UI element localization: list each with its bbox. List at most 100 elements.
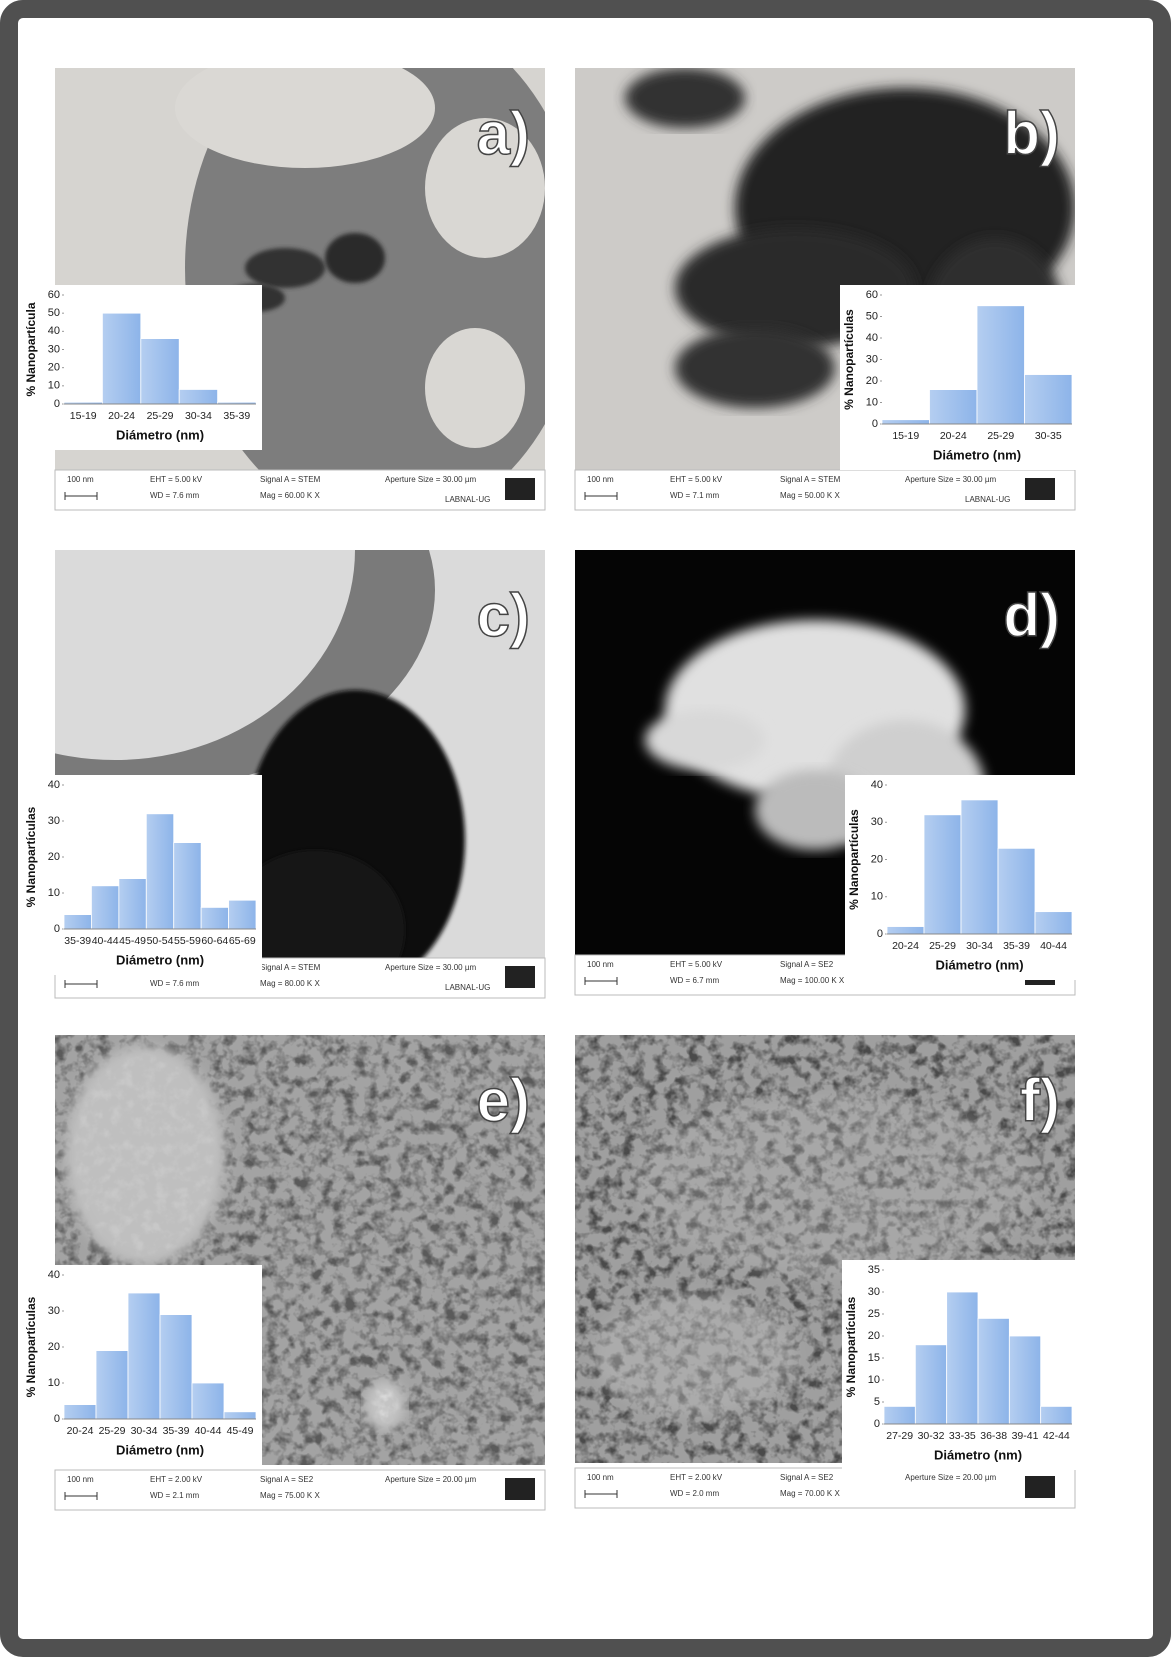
bar-shade: [1025, 375, 1073, 424]
x-tick-label: 25-29: [99, 1425, 126, 1437]
y-tick-label: 10: [48, 1377, 60, 1389]
y-tick-label: 0: [54, 923, 60, 935]
x-tick-label: 15-19: [70, 410, 97, 422]
bar-shade: [64, 1405, 96, 1419]
micrograph-feature: [625, 68, 745, 128]
page: {"chart_data": [ {"type": "bar", "title"…: [0, 0, 1171, 1662]
x-tick-label: 20-24: [67, 1425, 94, 1437]
y-tick-label: 10: [48, 380, 60, 392]
info-text: 100 nm: [587, 960, 614, 969]
info-text: WD = 2.0 mm: [670, 1489, 719, 1498]
bar-shade: [141, 339, 179, 404]
y-tick-label: 0: [54, 398, 60, 410]
micrograph-feature: [675, 328, 835, 408]
y-axis-label: % Nanopartículas: [844, 1296, 858, 1397]
y-tick-label: 5: [874, 1396, 880, 1408]
info-text: 100 nm: [587, 475, 614, 484]
info-text: Aperture Size = 20.00 µm: [905, 1473, 996, 1482]
info-text: WD = 7.6 mm: [150, 491, 199, 500]
x-tick-label: 30-34: [185, 410, 212, 422]
info-text: EHT = 2.00 kV: [150, 1475, 203, 1484]
x-tick-label: 35-39: [64, 935, 91, 947]
y-tick-label: 10: [868, 1374, 880, 1386]
bar-shade: [1035, 912, 1072, 934]
y-tick-label: 0: [874, 1418, 880, 1430]
x-tick-label: 30-35: [1035, 430, 1062, 442]
x-tick-label: 25-29: [987, 430, 1014, 442]
x-tick-label: 35-39: [223, 410, 250, 422]
bar-shade: [915, 1345, 946, 1424]
info-text: Signal A = SE2: [780, 1473, 834, 1482]
y-axis-label: % Nanopartículas: [847, 809, 861, 910]
y-axis-label: % Nanopartículas: [24, 1296, 38, 1397]
info-text: Signal A = SE2: [780, 960, 834, 969]
info-text: WD = 2.1 mm: [150, 1491, 199, 1500]
y-axis-label: % Nanopartículas: [842, 309, 856, 410]
zeiss-logo: [505, 1478, 535, 1500]
y-tick-label: 40: [48, 325, 60, 337]
bar-shade: [224, 1412, 256, 1419]
y-tick-label: 10: [48, 887, 60, 899]
info-text: Mag = 75.00 K X: [260, 1491, 320, 1500]
x-tick-label: 30-34: [966, 940, 993, 952]
bar-shade: [884, 1406, 915, 1424]
info-text: Signal A = STEM: [260, 475, 321, 484]
info-text: EHT = 5.00 kV: [670, 960, 723, 969]
micrograph-feature: [245, 248, 325, 288]
x-axis-label: Diámetro (nm): [934, 1447, 1022, 1462]
x-tick-label: 40-44: [92, 935, 119, 947]
y-tick-label: 30: [48, 343, 60, 355]
x-axis-label: Diámetro (nm): [116, 952, 204, 967]
y-tick-label: 20: [48, 1341, 60, 1353]
info-text: Signal A = STEM: [780, 475, 841, 484]
y-tick-label: 50: [48, 307, 60, 319]
info-text: EHT = 5.00 kV: [670, 475, 723, 484]
bar-shade: [96, 1351, 128, 1419]
x-tick-label: 15-19: [892, 430, 919, 442]
info-text: EHT = 2.00 kV: [670, 1473, 723, 1482]
y-tick-label: 30: [868, 1286, 880, 1298]
bar-shade: [229, 900, 256, 929]
x-tick-label: 39-41: [1012, 1430, 1039, 1442]
info-text: LABNAL-UG: [965, 495, 1010, 504]
y-axis-label: % Nanopartícula: [24, 302, 38, 396]
panel-label: a): [477, 100, 530, 167]
x-axis-label: Diámetro (nm): [116, 1442, 204, 1457]
y-tick-label: 30: [866, 353, 878, 365]
info-text: Aperture Size = 30.00 µm: [385, 475, 476, 484]
bar-shade: [91, 886, 118, 929]
x-tick-label: 45-49: [227, 1425, 254, 1437]
info-text: Aperture Size = 30.00 µm: [905, 475, 996, 484]
zeiss-logo: [505, 478, 535, 500]
x-tick-label: 33-35: [949, 1430, 976, 1442]
info-text: WD = 7.1 mm: [670, 491, 719, 500]
info-text: Mag = 80.00 K X: [260, 979, 320, 988]
x-tick-label: 35-39: [163, 1425, 190, 1437]
y-tick-label: 0: [54, 1413, 60, 1425]
x-axis-label: Diámetro (nm): [935, 957, 1023, 972]
y-tick-label: 30: [48, 815, 60, 827]
y-tick-label: 50: [866, 310, 878, 322]
x-tick-label: 55-59: [174, 935, 201, 947]
bar-shade: [930, 390, 978, 424]
y-tick-label: 0: [877, 928, 883, 940]
info-text: WD = 7.6 mm: [150, 979, 199, 988]
x-tick-label: 50-54: [147, 935, 174, 947]
info-text: WD = 6.7 mm: [670, 976, 719, 985]
bar-shade: [192, 1383, 224, 1419]
bar-shade: [978, 1318, 1009, 1424]
y-tick-label: 40: [871, 779, 883, 791]
y-tick-label: 25: [868, 1308, 880, 1320]
y-tick-label: 20: [866, 375, 878, 387]
x-tick-label: 30-32: [918, 1430, 945, 1442]
info-text: Signal A = SE2: [260, 1475, 314, 1484]
info-text: Signal A = STEM: [260, 963, 321, 972]
y-tick-label: 30: [871, 816, 883, 828]
x-tick-label: 65-69: [229, 935, 256, 947]
y-tick-label: 60: [48, 289, 60, 301]
bar-shade: [882, 420, 930, 424]
x-tick-label: 25-29: [147, 410, 174, 422]
y-tick-label: 15: [868, 1352, 880, 1364]
y-tick-label: 10: [871, 891, 883, 903]
panel-label: c): [477, 582, 530, 649]
